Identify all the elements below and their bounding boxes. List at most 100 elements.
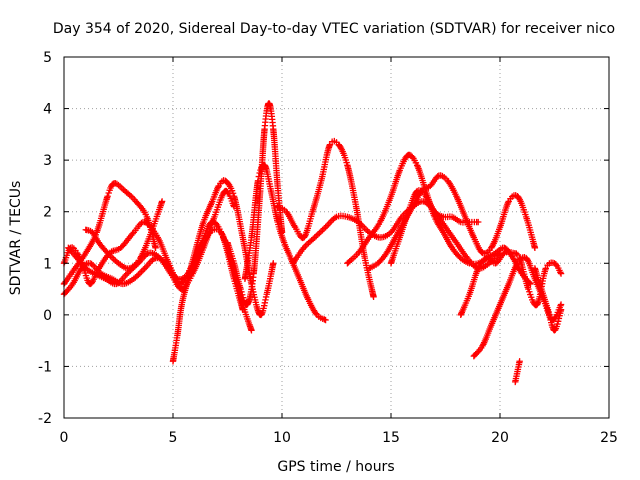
data-point-interp	[122, 272, 129, 279]
data-point-interp	[361, 253, 368, 260]
data-point-interp	[342, 213, 349, 220]
data-point-interp	[514, 251, 522, 259]
data-point-interp	[464, 259, 471, 266]
data-point-interp	[311, 309, 319, 316]
data-point-interp	[531, 243, 538, 250]
data-point-interp	[236, 284, 244, 291]
data-point-interp	[364, 227, 371, 235]
data-point-interp	[455, 252, 462, 259]
x-tick-label: 15	[382, 430, 400, 446]
data-point-interp	[353, 251, 360, 259]
data-point-interp	[89, 269, 96, 276]
data-point-interp	[96, 269, 103, 276]
data-point-interp	[516, 359, 523, 366]
data-point-interp	[446, 213, 454, 220]
data-point-interp	[490, 250, 498, 258]
series-sat-track-8	[241, 161, 329, 324]
data-point-interp	[478, 344, 485, 352]
data-point-interp	[418, 198, 426, 205]
data-point-interp	[375, 221, 383, 228]
chart-title: Day 354 of 2020, Sidereal Day-to-day VTE…	[53, 21, 615, 37]
data-point-interp	[473, 218, 480, 226]
data-point-interp	[484, 261, 491, 268]
data-point-interp	[499, 250, 507, 258]
data-point-interp	[317, 179, 324, 187]
data-point-interp	[274, 217, 281, 224]
data-point-interp	[208, 199, 215, 207]
data-point-interp	[238, 288, 245, 296]
data-point-interp	[452, 191, 459, 198]
data-point-interp	[204, 231, 212, 239]
data-point-interp	[210, 215, 217, 222]
data-point-interp	[321, 316, 328, 323]
data-point-interp	[128, 276, 136, 284]
data-point-interp	[254, 179, 261, 186]
data-point-interp	[395, 236, 403, 243]
plot-frame	[63, 56, 610, 419]
data-point-interp	[299, 246, 306, 253]
data-point-interp	[280, 237, 287, 245]
data-point-interp	[108, 181, 116, 189]
data-point-interp	[312, 310, 320, 317]
data-point-interp	[106, 274, 114, 282]
data-point-interp	[387, 195, 394, 202]
data-point-interp	[158, 199, 165, 206]
series-sat-track-16	[512, 358, 523, 386]
y-tick-label: -2	[38, 411, 52, 427]
y-tick-label: 4	[43, 102, 52, 118]
data-point-interp	[438, 213, 445, 220]
data-point-interp	[395, 168, 403, 176]
x-tick-label: 5	[169, 430, 178, 446]
data-point-interp	[382, 251, 389, 258]
data-point-interp	[295, 273, 302, 281]
data-point-interp	[404, 210, 411, 217]
data-point-interp	[286, 252, 293, 260]
data-point-interp	[526, 288, 533, 295]
data-point-interp	[191, 251, 198, 259]
data-point-interp	[465, 293, 472, 300]
data-point-interp	[142, 211, 149, 218]
data-point-interp	[304, 294, 311, 301]
data-point-interp	[153, 232, 160, 239]
grid	[64, 57, 609, 418]
data-point-interp	[85, 259, 92, 267]
data-point-interp	[352, 201, 359, 208]
data-point-interp	[290, 222, 298, 229]
data-point-interp	[230, 257, 237, 265]
data-point-interp	[513, 261, 520, 268]
data-point-interp	[94, 237, 101, 245]
data-point-interp	[262, 293, 270, 301]
x-axis-label: GPS time / hours	[277, 459, 394, 475]
ticks: 0 5 10 15 20 25 -2 -1 0 1 2 3 4 5	[38, 50, 618, 446]
data-point-interp	[309, 235, 317, 243]
data-point-interp	[152, 243, 159, 250]
data-point-interp	[469, 232, 477, 240]
data-point-interp	[239, 291, 246, 298]
data-point-interp	[370, 292, 377, 299]
data-point-interp	[451, 237, 459, 245]
data-point-interp	[129, 230, 136, 237]
data-point-interp	[557, 269, 564, 276]
data-point-interp	[215, 226, 222, 234]
data-point-interp	[522, 211, 529, 218]
data-point-interp	[481, 256, 488, 263]
data-point-interp	[314, 231, 322, 238]
data-point-interp	[557, 307, 564, 315]
data-point-interp	[113, 258, 121, 266]
data-point-interp	[508, 253, 516, 260]
series-sat-track-5	[82, 198, 166, 272]
data-point-interp	[88, 260, 95, 268]
data-point-interp	[353, 217, 360, 225]
data-point-interp	[524, 284, 531, 291]
data-point-interp	[70, 267, 77, 274]
data-point-interp	[313, 232, 320, 240]
data-point-interp	[316, 229, 323, 237]
data-point-interp	[320, 225, 328, 232]
data-point-interp	[486, 246, 493, 254]
data-point-interp	[214, 184, 222, 191]
data-point-interp	[103, 194, 111, 201]
series-sat-track-15	[470, 254, 565, 360]
data-point-interp	[496, 303, 503, 310]
data-point	[557, 270, 565, 277]
data-point-interp	[229, 190, 237, 197]
